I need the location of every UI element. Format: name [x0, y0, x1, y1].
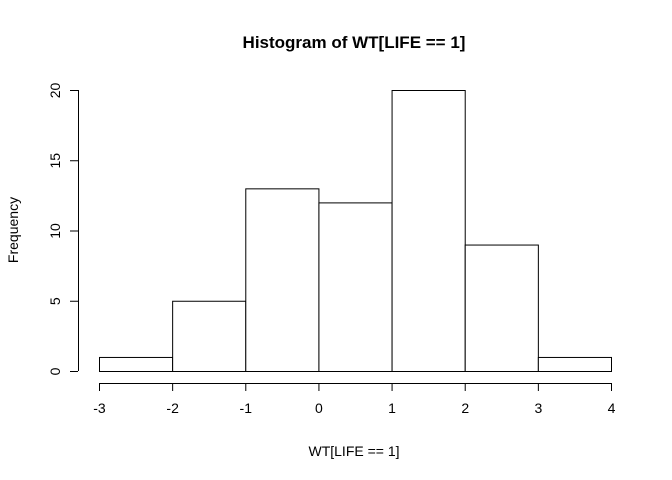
histogram-bar-3: [318, 202, 393, 372]
histogram-bar-6: [537, 356, 612, 373]
histogram-bar-2: [245, 188, 320, 372]
x-tick-label: 2: [461, 400, 469, 416]
y-axis: 0 5 10 15 20: [47, 83, 79, 375]
x-tick-label: -3: [93, 400, 106, 416]
histogram-bars: [99, 90, 612, 373]
x-axis: -3 -2 -1 0 1 2 3 4: [93, 383, 616, 416]
y-axis-label: Frequency: [5, 197, 21, 263]
histogram-bar-5: [464, 244, 539, 372]
x-tick-label: 0: [315, 400, 323, 416]
y-tick-label: 20: [47, 83, 63, 99]
y-tick-label: 15: [47, 153, 63, 169]
y-tick-label: 0: [47, 367, 63, 375]
x-tick-label: 4: [608, 400, 616, 416]
histogram-bar-4: [391, 90, 466, 372]
y-tick-label: 5: [47, 297, 63, 305]
x-tick-label: 1: [388, 400, 396, 416]
y-tick-label: 10: [47, 223, 63, 239]
x-tick-label: -2: [166, 400, 179, 416]
histogram-bar-1: [172, 300, 247, 372]
histogram-bar-0: [99, 356, 174, 373]
x-axis-label: WT[LIFE == 1]: [308, 443, 399, 459]
chart-title: Histogram of WT[LIFE == 1]: [243, 33, 466, 52]
x-tick-label: -1: [240, 400, 253, 416]
x-tick-label: 3: [534, 400, 542, 416]
